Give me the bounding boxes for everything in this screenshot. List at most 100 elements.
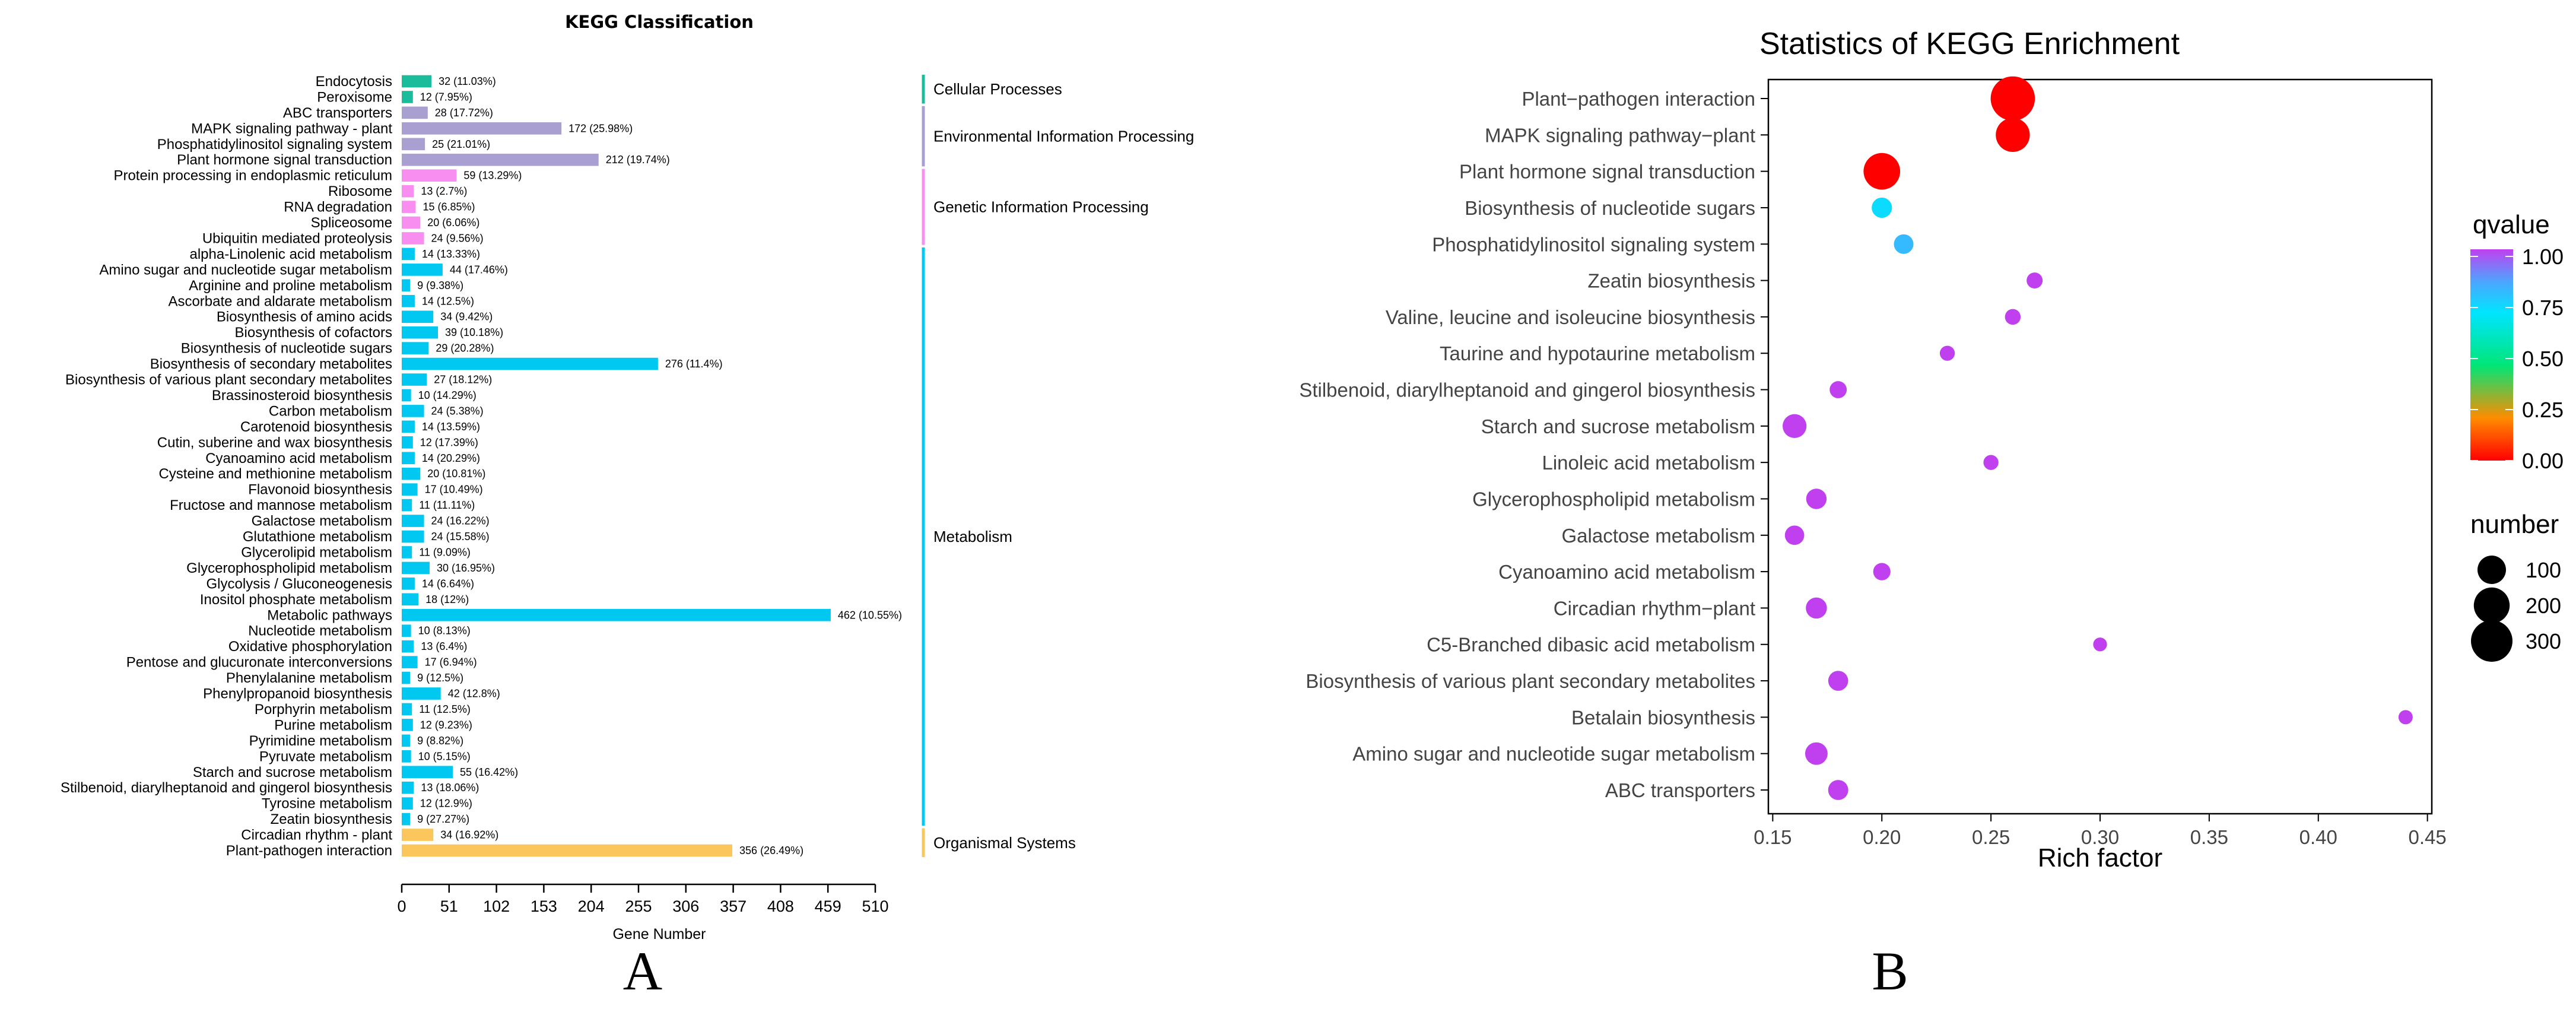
bar-category-label: Ribosome	[328, 183, 392, 199]
bar-category-label: Glutathione metabolism	[243, 529, 392, 545]
pathway-label: Plant hormone signal transduction	[1459, 161, 1755, 183]
bar-category-label: Biosynthesis of various plant secondary …	[65, 372, 392, 388]
panel-a-bar-annotations: 32 (11.03%) 12 (7.95%) 28 (17.72%) 172 (25.…	[417, 75, 902, 856]
colorbar-tick-label: 0.00	[2522, 449, 2564, 473]
bar-category-label: Phosphatidylinositol signaling system	[157, 137, 392, 153]
pathway-label: Stilbenoid, diarylheptanoid and gingerol…	[1299, 379, 1755, 401]
panel-b-points	[1783, 76, 2413, 800]
pathway-label: Linoleic acid metabolism	[1542, 452, 1755, 474]
bar-category-label: Biosynthesis of amino acids	[217, 309, 392, 325]
enrichment-point	[1806, 597, 1827, 619]
bar	[402, 593, 419, 606]
bar-category-label: ABC transporters	[283, 105, 392, 121]
x-tick-label: 510	[862, 897, 888, 915]
bar-category-label: Metabolic pathways	[267, 607, 392, 623]
bar	[402, 766, 453, 779]
pathway-label: MAPK signaling pathway−plant	[1485, 124, 1755, 146]
bar-category-label: Ubiquitin mediated proteolysis	[202, 230, 392, 246]
bar	[402, 91, 413, 103]
bar-value-label: 11 (11.11%)	[419, 499, 475, 511]
bar-value-label: 24 (5.38%)	[431, 405, 484, 417]
bar-category-label: Galactose metabolism	[252, 513, 392, 529]
bar	[402, 515, 424, 527]
bar-category-label: Pyruvate metabolism	[259, 748, 392, 764]
bar-value-label: 24 (15.58%)	[431, 531, 490, 542]
bar-value-label: 9 (12.5%)	[417, 672, 463, 684]
bar-value-label: 13 (6.4%)	[421, 640, 467, 652]
bar	[402, 169, 457, 182]
bar-value-label: 24 (9.56%)	[431, 232, 484, 244]
bar	[402, 342, 429, 354]
bar	[402, 248, 415, 261]
bar-category-label: Pyrimidine metabolism	[249, 733, 392, 749]
bar-value-label: 44 (17.46%)	[450, 264, 508, 275]
bar	[402, 153, 599, 166]
bar-category-label: Peroxisome	[317, 89, 392, 105]
bar-value-label: 34 (9.42%)	[440, 311, 493, 323]
bar-value-label: 276 (11.4%)	[665, 358, 723, 370]
bar	[402, 357, 658, 370]
bar-category-label: RNA degradation	[284, 199, 392, 215]
bar-category-label: Brassinosteroid biosynthesis	[212, 388, 392, 404]
x-tick-label: 0	[397, 897, 406, 915]
enrichment-point	[1784, 525, 1805, 545]
x-tick-label: 0.40	[2299, 826, 2337, 848]
bar-category-label: Biosynthesis of secondary metabolites	[150, 356, 392, 372]
pathway-label: ABC transporters	[1605, 779, 1755, 801]
bar-value-label: 12 (17.39%)	[420, 436, 478, 448]
bar	[402, 578, 415, 590]
pathway-label: Betalain biosynthesis	[1571, 706, 1755, 728]
qvalue-legend: qvalue 1.00 0.75 0.50 0.25 0.00	[2470, 210, 2564, 473]
bar	[402, 561, 430, 575]
bar-value-label: 12 (7.95%)	[420, 91, 472, 103]
group-label: Cellular Processes	[933, 80, 1062, 98]
x-tick-label: 459	[815, 897, 841, 915]
enrichment-point	[1863, 153, 1901, 190]
bar	[402, 546, 412, 559]
bar	[402, 719, 413, 731]
enrichment-point	[1983, 455, 1999, 470]
x-tick-label: 0.45	[2409, 826, 2447, 848]
bar-category-label: Plant hormone signal transduction	[177, 152, 392, 168]
bar-value-label: 13 (18.06%)	[421, 782, 479, 794]
bar-value-label: 59 (13.29%)	[463, 170, 522, 182]
bar	[402, 201, 416, 213]
bar-category-label: Protein processing in endoplasmic reticu…	[113, 168, 392, 184]
bar-value-label: 28 (17.72%)	[435, 107, 493, 119]
enrichment-point	[1939, 345, 1955, 361]
kegg-enrichment-panel: Statistics of KEGG Enrichment Plant−path…	[1299, 27, 2564, 1001]
bar-value-label: 172 (25.98%)	[568, 122, 633, 134]
bar-value-label: 11 (9.09%)	[419, 546, 471, 558]
bar-category-label: Tyrosine metabolism	[262, 796, 392, 812]
bar-value-label: 14 (12.5%)	[422, 295, 474, 307]
bar-category-label: Stilbenoid, diarylheptanoid and gingerol…	[61, 780, 392, 796]
panel-b-plot-frame	[1767, 78, 2433, 815]
pathway-label: Biosynthesis of various plant secondary …	[1306, 670, 1755, 692]
panel-b-x-axis: 0.15 0.20 0.25 0.30 0.35 0.40 0.45	[1754, 814, 2447, 848]
size-legend-dot	[2473, 587, 2510, 624]
bar-category-label: Arginine and proline metabolism	[189, 278, 392, 294]
group-label: Organismal Systems	[933, 834, 1076, 852]
pathway-label: Amino sugar and nucleotide sugar metabol…	[1352, 743, 1755, 765]
bar-category-label: Amino sugar and nucleotide sugar metabol…	[99, 262, 392, 278]
bar	[402, 75, 432, 88]
pathway-label: Zeatin biosynthesis	[1588, 270, 1755, 292]
x-tick-label: 153	[531, 897, 557, 915]
pathway-label: Taurine and hypotaurine metabolism	[1440, 342, 1755, 364]
bar-category-label: Pentose and glucuronate interconversions	[126, 655, 392, 671]
number-legend-items: 100 200 300	[2471, 556, 2561, 662]
bar	[402, 734, 411, 747]
size-legend-dot	[2471, 620, 2513, 662]
size-legend-label: 200	[2526, 594, 2561, 618]
bar	[402, 326, 439, 339]
enrichment-point	[2005, 309, 2021, 325]
bar	[402, 797, 413, 810]
panel-b-y-labels: Plant−pathogen interaction MAPK signaling…	[1299, 88, 1768, 801]
enrichment-point	[1806, 488, 1827, 509]
bar	[402, 624, 411, 637]
bar	[402, 216, 421, 229]
x-tick-label: 0.20	[1863, 826, 1901, 848]
bar-category-label: Cyanoamino acid metabolism	[205, 450, 392, 467]
bar-value-label: 356 (26.49%)	[739, 845, 803, 856]
